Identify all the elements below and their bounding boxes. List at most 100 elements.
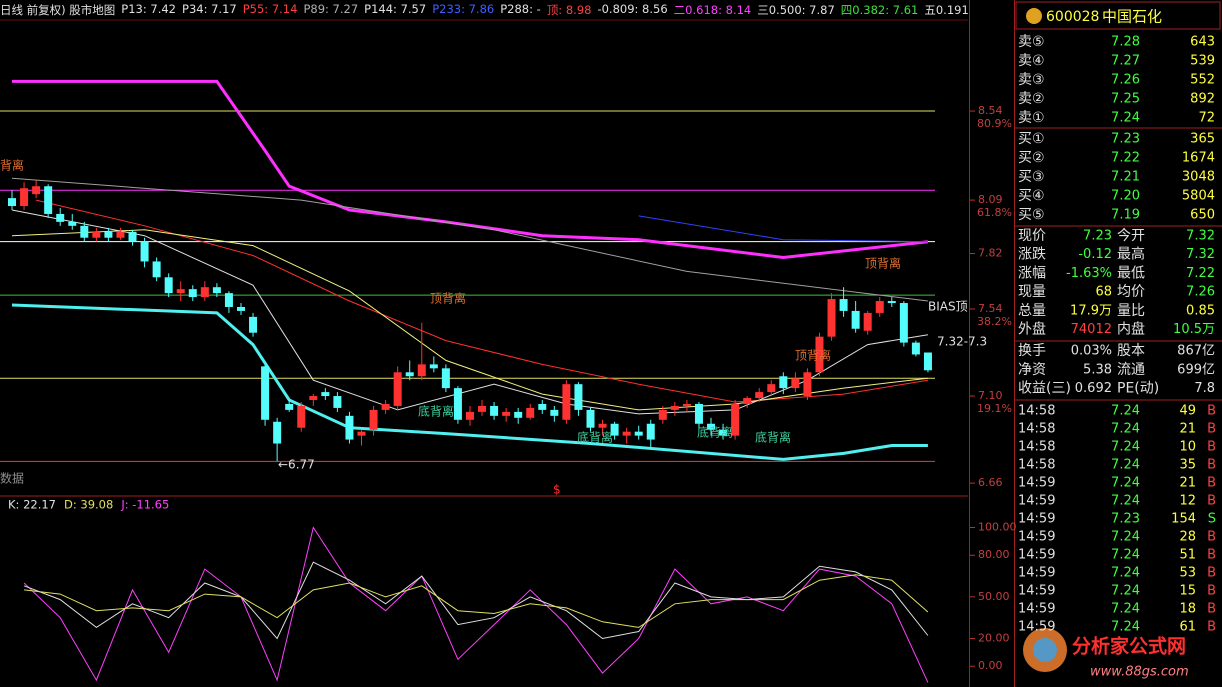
trade-side: B — [1207, 602, 1216, 617]
logo-icon — [1026, 8, 1042, 24]
fib-tick-label: 38.2% — [977, 315, 1012, 328]
indicator-line — [11, 229, 928, 411]
stat-value: 5.38 — [1083, 362, 1112, 377]
candle-body — [514, 411, 523, 418]
trade-price: 7.24 — [1111, 440, 1140, 455]
trade-price: 7.24 — [1111, 566, 1140, 581]
book-volume: 539 — [1190, 54, 1215, 69]
watermark-icon — [1033, 638, 1057, 662]
fib-tick-label: 80.9% — [977, 117, 1012, 130]
stat-label: 换手 — [1018, 342, 1046, 359]
trade-time: 14:59 — [1018, 476, 1055, 491]
stat-value: 0.692 — [1075, 381, 1112, 396]
book-label: 卖① — [1018, 110, 1045, 126]
stat-value: 17.9万 — [1070, 303, 1112, 318]
annotation: 顶背离 — [795, 348, 831, 363]
candle-body — [622, 431, 631, 436]
candle-body — [285, 403, 294, 410]
indicator-value: 顶: 8.98 — [546, 3, 592, 17]
stat-label: 量比 — [1117, 303, 1145, 319]
trade-time: 14:58 — [1018, 404, 1055, 419]
book-price: 7.19 — [1111, 208, 1140, 223]
book-price: 7.23 — [1111, 132, 1140, 147]
candle-body — [393, 372, 402, 406]
trade-price: 7.24 — [1111, 458, 1140, 473]
trade-time: 14:59 — [1018, 566, 1055, 581]
candle-body — [550, 409, 559, 416]
watermark-url: www.88gs.com — [1090, 665, 1189, 680]
legend-entry: J: -11.65 — [120, 498, 169, 512]
indicator-value: P13: 7.42 — [121, 2, 177, 16]
stat-value: 7.22 — [1186, 266, 1215, 281]
candle-body — [140, 241, 149, 262]
book-price: 7.24 — [1111, 111, 1140, 126]
stat-label: 涨幅 — [1018, 265, 1046, 281]
candle-body — [249, 316, 258, 333]
stat-value: 7.26 — [1186, 285, 1215, 300]
trade-side: B — [1207, 422, 1216, 437]
candle-body — [707, 423, 716, 430]
stat-label: 内盘 — [1117, 321, 1145, 338]
stat-label: PE(动) — [1117, 381, 1159, 397]
stat-label: 最低 — [1117, 265, 1145, 281]
trade-volume: 15 — [1179, 584, 1196, 599]
candle-body — [104, 231, 113, 238]
y-tick-label: 6.66 — [978, 476, 1003, 489]
book-price: 7.25 — [1111, 92, 1140, 107]
candle-body — [176, 289, 185, 294]
candle-body — [634, 431, 643, 436]
stat-label: 流通 — [1117, 362, 1145, 378]
stat-label: 总量 — [1018, 303, 1046, 319]
trade-time: 14:59 — [1018, 530, 1055, 545]
candle-body — [478, 405, 487, 412]
candle-body — [345, 415, 354, 440]
book-price: 7.26 — [1111, 73, 1140, 88]
y-tick-label: 7.82 — [978, 247, 1003, 260]
stat-label: 现价 — [1018, 228, 1046, 244]
trade-price: 7.24 — [1111, 530, 1140, 545]
book-label: 买① — [1018, 131, 1045, 147]
book-price: 7.27 — [1111, 54, 1140, 69]
indicator-line — [11, 177, 928, 302]
candle-body — [755, 392, 764, 399]
trade-volume: 35 — [1179, 458, 1196, 473]
trade-volume: 18 — [1179, 602, 1196, 617]
stat-value: -1.63% — [1066, 266, 1112, 281]
candle-body — [490, 405, 499, 416]
candle-body — [791, 378, 800, 389]
book-label: 卖④ — [1018, 53, 1045, 69]
candle-body — [646, 423, 655, 440]
indicator-value: P233: 7.86 — [432, 2, 495, 16]
y-tick-label: 8.54 — [978, 104, 1003, 117]
watermark-logo — [1023, 628, 1067, 672]
trade-price: 7.23 — [1111, 512, 1140, 527]
candle-body — [321, 392, 330, 397]
candle-body — [851, 310, 860, 329]
stat-value: 7.32 — [1186, 229, 1215, 244]
y-tick-label: 100.00 — [978, 521, 1017, 534]
annotation: 背离 — [0, 158, 24, 173]
candle-body — [297, 405, 306, 428]
candle-body — [128, 231, 137, 242]
stat-value: 74012 — [1071, 322, 1112, 337]
annotation: ←6.77 — [278, 458, 315, 472]
candle-body — [538, 403, 547, 410]
candle-body — [357, 431, 366, 436]
trade-side: S — [1208, 512, 1216, 527]
indicator-value: 三0.500: 7.87 — [757, 3, 835, 17]
candle-body — [694, 403, 703, 424]
stat-label: 股本 — [1117, 343, 1145, 359]
title-box — [1015, 1, 1221, 30]
y-tick-label: 8.09 — [978, 193, 1003, 206]
book-label: 买④ — [1018, 188, 1045, 204]
trade-price: 7.24 — [1111, 422, 1140, 437]
stat-value: 68 — [1095, 285, 1112, 300]
indicator-value: P55: 7.14 — [242, 2, 298, 16]
annotation: 顶背离 — [865, 256, 901, 271]
book-price: 7.28 — [1111, 35, 1140, 50]
trade-price: 7.24 — [1111, 548, 1140, 563]
trade-side: B — [1207, 458, 1216, 473]
candle-body — [20, 188, 29, 207]
candle-body — [562, 384, 571, 420]
